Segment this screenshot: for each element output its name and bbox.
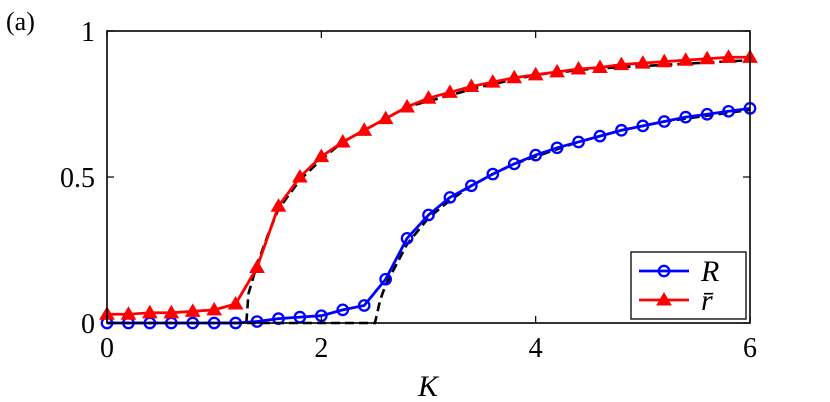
data-point-rbar	[313, 148, 330, 163]
data-point-rbar	[699, 50, 716, 65]
data-point-R	[357, 299, 371, 312]
data-point-R	[400, 231, 414, 245]
data-point-rbar	[634, 55, 651, 69]
legend-marker-rbar	[656, 292, 672, 306]
x-axis-label: K	[417, 370, 440, 402]
data-point-R	[572, 135, 585, 149]
data-point-rbar	[377, 110, 394, 125]
data-point-R	[722, 104, 735, 118]
data-point-R	[465, 179, 478, 193]
data-point-R	[443, 191, 457, 204]
data-point-rbar	[463, 78, 480, 93]
data-point-rbar	[549, 63, 565, 78]
legend-label-R: R	[700, 255, 719, 288]
data-point-rbar	[249, 259, 265, 274]
data-point-R	[636, 119, 650, 133]
data-point-R	[550, 141, 564, 155]
data-point-rbar	[527, 66, 544, 81]
data-point-rbar	[356, 122, 373, 136]
x-tick-label: 4	[529, 333, 543, 364]
data-point-R	[336, 303, 350, 317]
data-point-rbar	[677, 52, 694, 66]
y-tick-label: 1	[81, 17, 95, 48]
data-point-rbar	[720, 49, 737, 63]
data-point-R	[593, 129, 607, 143]
panel-label: (a)	[6, 7, 35, 36]
x-tick-label: 2	[314, 333, 328, 364]
data-point-R	[379, 272, 392, 286]
data-point-rbar	[656, 53, 673, 68]
legend-box	[630, 251, 747, 320]
y-tick-label: 0	[81, 309, 95, 340]
data-point-R	[679, 110, 693, 124]
data-point-rbar	[292, 169, 308, 183]
data-point-rbar	[120, 306, 137, 320]
data-point-R	[486, 167, 500, 181]
data-point-R	[422, 208, 435, 222]
legend: Rr̄	[630, 251, 747, 320]
data-point-rbar	[420, 90, 437, 104]
data-point-R	[272, 312, 285, 325]
data-point-rbar	[570, 60, 587, 75]
data-point-rbar	[592, 59, 608, 74]
data-point-rbar	[506, 69, 523, 84]
data-point-rbar	[484, 74, 501, 88]
data-point-rbar	[334, 133, 351, 148]
data-point-rbar	[613, 56, 630, 71]
x-tick-label: 6	[743, 333, 757, 364]
data-point-rbar	[184, 303, 201, 317]
data-point-rbar	[227, 296, 244, 310]
x-tick-label: 0	[100, 333, 114, 364]
legend-marker-R	[657, 264, 671, 278]
y-tick-label: 0.5	[60, 163, 95, 194]
data-point-rbar	[399, 98, 415, 113]
data-point-R	[700, 107, 714, 121]
data-point-R	[657, 115, 671, 128]
axis-ticks: 0 2 4 6 0 0.5 1	[60, 17, 757, 364]
data-point-rbar	[442, 84, 458, 98]
data-point-rbar	[270, 198, 287, 212]
plot-area	[99, 49, 758, 330]
data-point-rbar	[141, 304, 158, 319]
data-point-R	[250, 315, 264, 328]
data-point-R	[529, 148, 543, 162]
data-point-rbar	[206, 301, 223, 316]
data-point-R	[615, 123, 628, 137]
legend-label-rbar: r̄	[701, 284, 714, 317]
data-point-rbar	[163, 304, 180, 319]
data-point-R	[507, 157, 521, 171]
